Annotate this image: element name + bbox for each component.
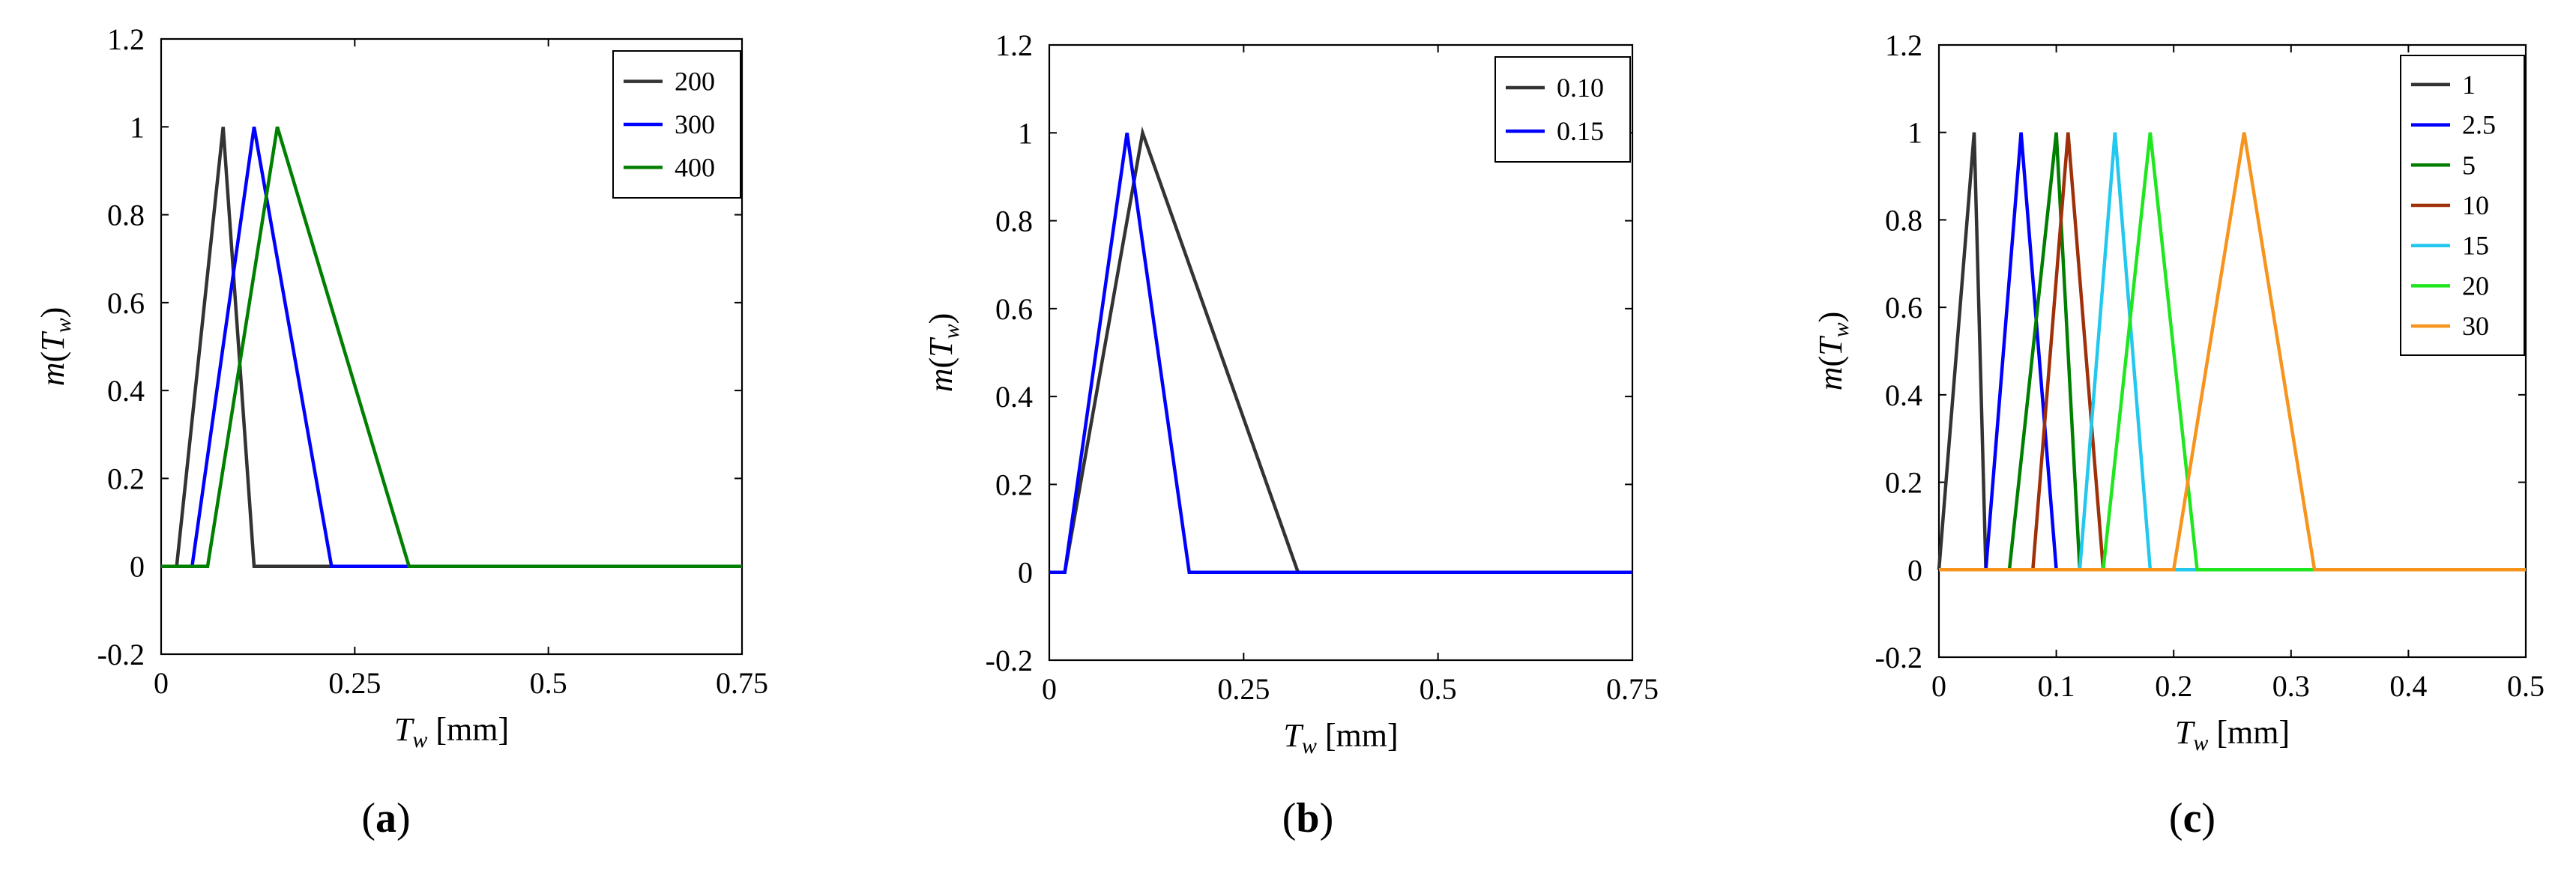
y-tick-label: 0.4: [1885, 378, 1922, 412]
x-tick-label: 0: [1931, 669, 1946, 703]
x-axis-label: Tw [mm]: [394, 711, 509, 752]
chart-panel-1: -0.2 0 0.2 0.4 0.6 0.8 1 1.2 0 0.25 0.5 0.75 Tw [mm]…: [34, 22, 768, 842]
legend: 0.10 0.15: [1494, 56, 1631, 163]
y-tick-label: 1: [1907, 116, 1922, 150]
legend-entry: 0.10: [1557, 73, 1604, 103]
y-tick-label: 0.6: [995, 292, 1033, 326]
plot-area: [160, 37, 743, 656]
panel-caption: (c): [2169, 795, 2215, 842]
legend: 1 2.5 5 10 15 20 30: [2400, 55, 2525, 356]
panel-caption: (a): [361, 795, 410, 842]
legend-entry: 0.15: [1557, 116, 1604, 146]
x-axis-label: Tw [mm]: [1283, 717, 1398, 758]
legend-entry: 200: [675, 67, 715, 97]
y-axis-label: m(Tw): [1812, 312, 1853, 391]
legend-entry: 15: [2462, 231, 2489, 261]
legend-entry: 2.5: [2462, 110, 2496, 140]
y-tick-label: -0.2: [1875, 641, 1922, 674]
chart-panel-3: -0.2 0 0.2 0.4 0.6 0.8 1 1.2 0 0.1 0.2 0.3 0.4 0.5 Tw …: [1812, 28, 2545, 842]
x-tick-label: 0.2: [2155, 669, 2192, 703]
plot-area: [1937, 43, 2527, 659]
y-tick-label: 0.4: [995, 380, 1033, 414]
y-tick-label: 0.2: [107, 462, 145, 495]
series-line-400: [161, 126, 742, 568]
x-tick-label: 0.75: [716, 666, 768, 700]
y-tick-label: 0.2: [1885, 466, 1922, 500]
y-tick-label: 1.2: [995, 28, 1033, 62]
series-line-30: [1939, 132, 2526, 572]
y-tick-label: 1.2: [107, 22, 145, 56]
x-tick-label: 0.1: [2038, 669, 2075, 703]
y-tick-label: 1: [130, 110, 145, 144]
y-tick-label: 0.2: [995, 468, 1033, 501]
plot-area: [1048, 43, 1634, 662]
x-tick-label: 0.25: [328, 666, 381, 700]
y-tick-label: 1.2: [1885, 28, 1922, 62]
y-tick-label: 0.4: [107, 374, 145, 408]
y-tick-label: -0.2: [97, 638, 145, 671]
y-tick-label: 0.8: [107, 199, 145, 232]
y-tick-label: -0.2: [986, 644, 1033, 677]
y-axis-label: m(Tw): [923, 313, 964, 393]
x-tick-label: 0: [1042, 672, 1057, 706]
x-tick-label: 0.5: [1420, 672, 1457, 706]
chart-panel-2: -0.2 0 0.2 0.4 0.6 0.8 1 1.2 0 0.25 0.5 0.75 Tw [mm]…: [923, 28, 1659, 842]
x-tick-label: 0: [154, 666, 169, 700]
legend-entry: 1: [2462, 70, 2476, 100]
legend-box: [1494, 56, 1631, 163]
legend-entry: 300: [675, 109, 715, 139]
x-axis-label: Tw [mm]: [2175, 714, 2290, 755]
legend-entry: 10: [2462, 190, 2489, 220]
series-line-0.15: [1049, 132, 1632, 574]
x-tick-label: 0.5: [530, 666, 567, 700]
x-tick-label: 0.25: [1217, 672, 1270, 706]
x-tick-label: 0.75: [1606, 672, 1659, 706]
y-tick-label: 0: [1018, 556, 1033, 590]
legend-entry: 400: [675, 152, 715, 182]
y-tick-label: 0.8: [995, 205, 1033, 238]
y-tick-label: 0: [1907, 553, 1922, 587]
legend-entry: 20: [2462, 271, 2489, 300]
panel-caption: (b): [1282, 795, 1333, 842]
x-tick-label: 0.3: [2272, 669, 2310, 703]
y-axis-label: m(Tw): [34, 307, 76, 387]
y-tick-label: 0: [130, 550, 145, 584]
legend: 200 300 400: [612, 50, 741, 199]
legend-entry: 30: [2462, 311, 2489, 341]
x-tick-label: 0.5: [2507, 669, 2545, 703]
y-tick-label: 0.6: [107, 286, 145, 320]
legend-entry: 5: [2462, 150, 2476, 180]
y-tick-label: 1: [1018, 116, 1033, 150]
y-tick-label: 0.6: [1885, 291, 1922, 324]
x-tick-label: 0.4: [2389, 669, 2427, 703]
y-tick-label: 0.8: [1885, 203, 1922, 237]
